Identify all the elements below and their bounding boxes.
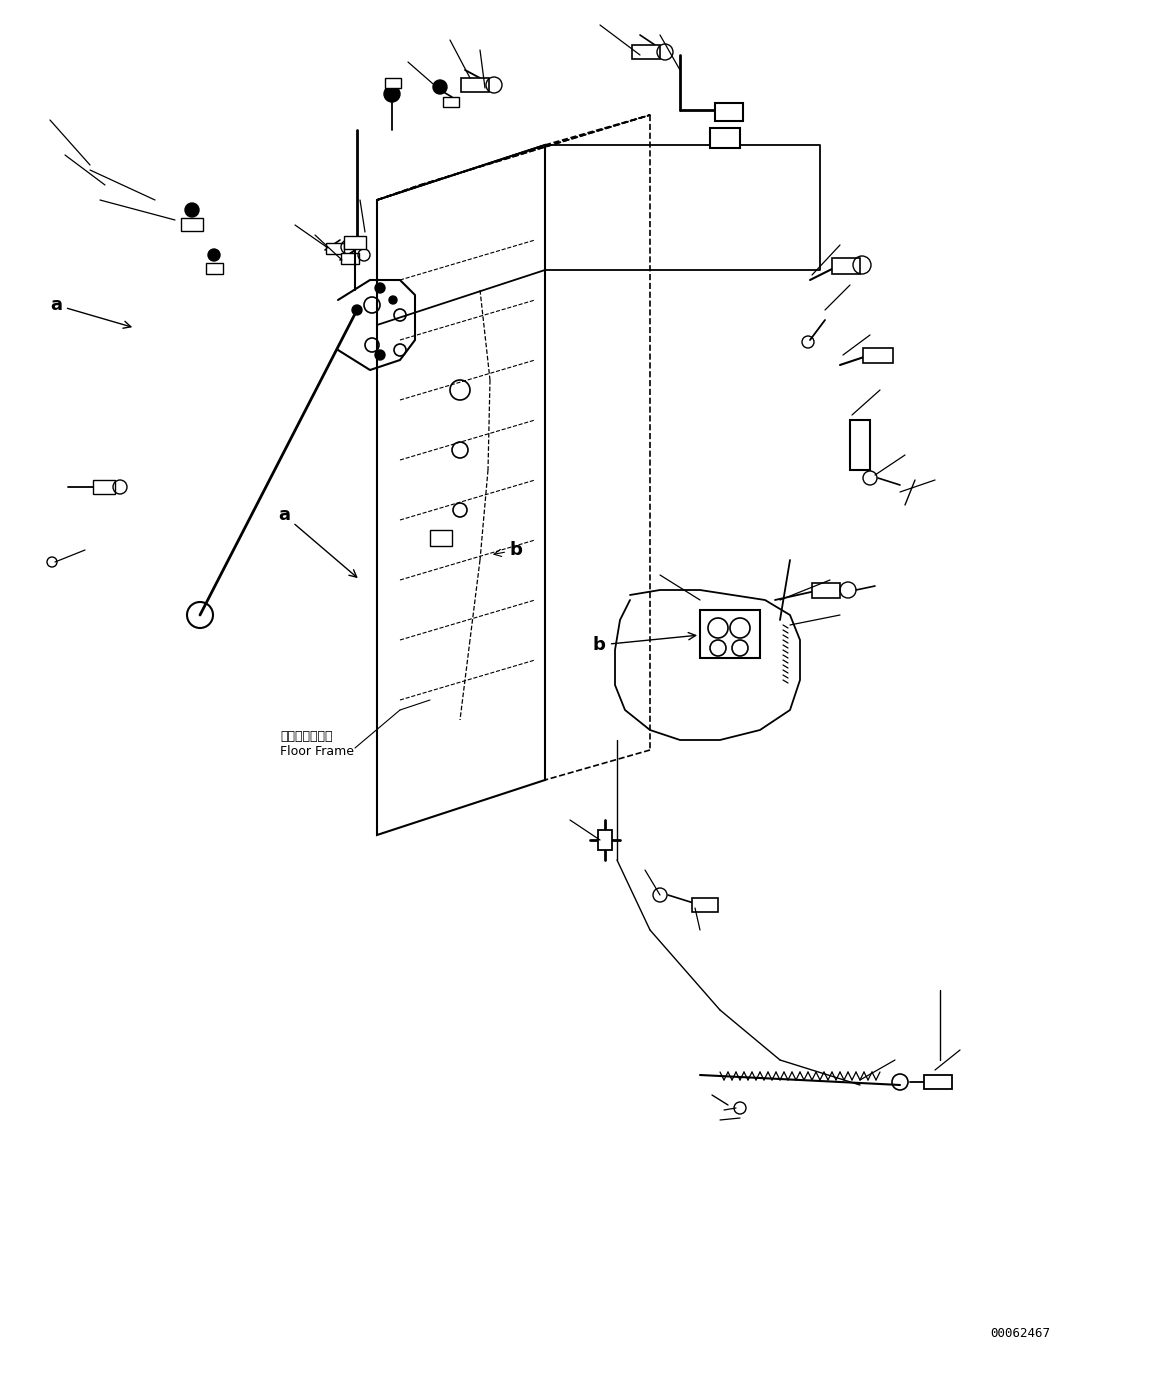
Bar	[632, 45, 659, 59]
Bar	[709, 128, 740, 148]
Text: 00062467: 00062467	[990, 1327, 1050, 1340]
Bar	[326, 243, 344, 254]
Bar	[430, 530, 452, 545]
Circle shape	[384, 87, 400, 102]
Bar	[923, 1074, 952, 1090]
Text: Floor Frame: Floor Frame	[280, 745, 354, 758]
Circle shape	[352, 305, 362, 315]
Circle shape	[388, 295, 397, 304]
Circle shape	[185, 203, 199, 217]
Bar	[598, 830, 612, 851]
Text: b: b	[494, 541, 523, 559]
Circle shape	[208, 249, 220, 261]
Bar	[863, 348, 893, 363]
Bar	[715, 103, 743, 121]
Bar	[443, 98, 459, 107]
Bar	[461, 78, 488, 92]
Bar	[385, 78, 401, 88]
Text: a: a	[50, 295, 131, 328]
Circle shape	[433, 80, 447, 93]
Bar	[832, 258, 859, 273]
Bar	[341, 253, 359, 264]
Text: フロアフレーム: フロアフレーム	[280, 730, 333, 743]
Text: a: a	[278, 506, 357, 577]
Circle shape	[374, 350, 385, 360]
Bar	[344, 236, 366, 249]
Text: b: b	[593, 632, 695, 654]
Circle shape	[374, 283, 385, 293]
Bar	[692, 899, 718, 912]
Bar	[812, 583, 840, 598]
Bar	[850, 420, 870, 470]
Bar	[181, 218, 204, 231]
Bar	[93, 480, 115, 495]
Bar	[206, 262, 223, 273]
Polygon shape	[377, 146, 545, 835]
Bar	[700, 610, 759, 658]
